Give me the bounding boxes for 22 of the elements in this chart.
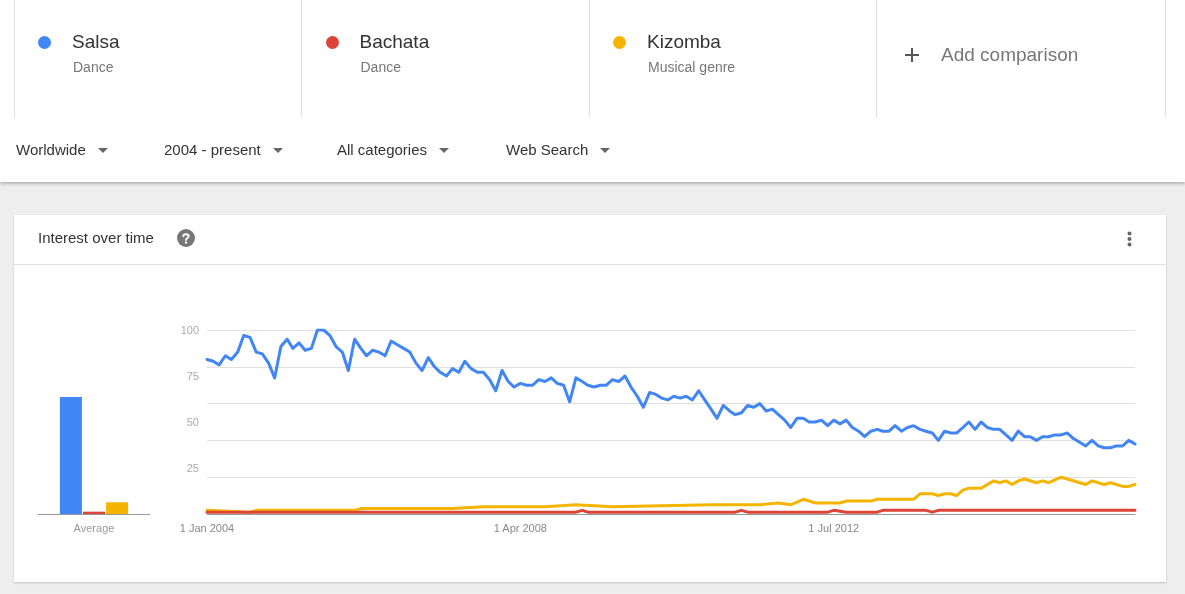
chart-title: Interest over time [38,229,154,246]
y-tick-label: 75 [186,370,199,382]
y-tick-label: 50 [186,416,199,428]
line-series [205,475,1137,514]
legend-label: Bachata [359,31,430,53]
text: Web Search [506,141,589,158]
x-tick-label: 1 Apr 2008 [493,521,547,534]
y-tick-label: 100 [180,324,199,336]
x-tick-label: Average [73,521,115,534]
x-tick-label: 1 Jan 2004 [179,521,235,534]
legend-label: Salsa [72,31,120,53]
y-tick-label: 25 [186,462,199,474]
text: Add comparison [941,44,1079,66]
line-series [205,328,1137,450]
legend-label: Kizomba [647,31,721,53]
text: All categories [337,141,428,158]
text: Musical genre [648,59,736,75]
x-tick-label: 1 Jul 2012 [808,521,860,534]
text: Dance [360,59,401,75]
text: Dance [73,59,114,75]
text: Worldwide [16,141,86,158]
text: 2004 - present [164,141,261,158]
